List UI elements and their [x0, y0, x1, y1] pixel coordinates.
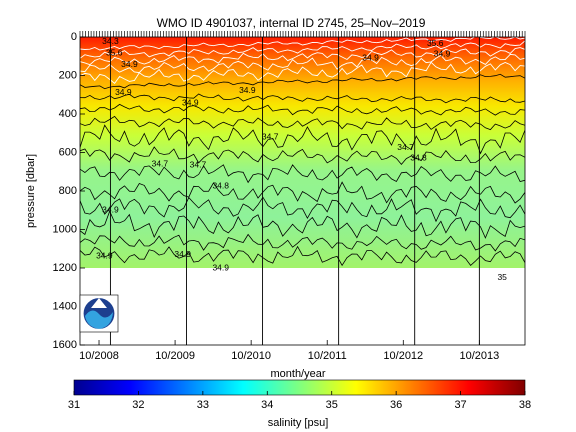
contour-label: 34.9 — [434, 49, 451, 59]
colorbar-tick-label: 31 — [68, 399, 80, 411]
contour-label: 34.9 — [174, 249, 191, 259]
contour-line — [80, 37, 525, 51]
contour-line — [80, 233, 525, 252]
colorbar-tick-label: 35 — [326, 399, 338, 411]
contour-line — [80, 146, 525, 166]
colorbar-tick-label: 36 — [390, 399, 402, 411]
contour-line — [80, 245, 525, 267]
salinity-heatmap — [80, 37, 525, 268]
contour-line — [80, 124, 525, 155]
contour-label: 34.7 — [397, 142, 414, 152]
x-axis: 10/2008 10/2009 10/2010 10/2011 10/2012 10/20… — [79, 31, 526, 362]
contour-label: 34.7 — [262, 131, 279, 141]
x-tick-label: 10/2009 — [155, 350, 195, 362]
contour-labels: 34.335.634.934.934.934.934.935.634.934.7… — [96, 36, 507, 282]
x-tick-label: 10/2008 — [79, 350, 119, 362]
contour-line — [80, 61, 525, 85]
profile-lines — [109, 37, 480, 345]
x-tick-label: 10/2012 — [383, 350, 423, 362]
y-tick-label: 0 — [71, 31, 77, 43]
contour-line — [80, 196, 525, 223]
contour-label: 34.9 — [182, 98, 199, 108]
y-tick-label: 1600 — [53, 339, 77, 351]
x-tick-label: 10/2013 — [459, 350, 499, 362]
y-tick-label: 1200 — [53, 262, 77, 274]
colorbar-tick-label: 34 — [261, 399, 273, 411]
contour-label: 34.8 — [212, 180, 229, 190]
contour-line — [80, 164, 525, 184]
colorbar-axis: 31 32 33 34 35 36 37 38 — [68, 391, 531, 411]
plot-area: 34.335.634.934.934.934.934.935.634.934.7… — [80, 36, 525, 345]
colorbar-tick-label: 33 — [197, 399, 209, 411]
contour-line — [80, 93, 525, 104]
contour-line — [80, 181, 525, 204]
colorbar-tick-label: 38 — [519, 399, 531, 411]
y-axis-label: pressure [dbar] — [25, 154, 37, 228]
y-tick-label: 1000 — [53, 223, 77, 235]
contour-label: 35.6 — [427, 38, 444, 48]
contour-label: 34.8 — [410, 153, 427, 163]
colorbar-label: salinity [psu] — [268, 417, 329, 429]
y-axis: 0 200 400 600 800 1000 1200 1400 1600 — [53, 31, 85, 351]
y-tick-label: 1400 — [53, 300, 77, 312]
contour-line — [80, 115, 525, 131]
colorbar-tick-label: 32 — [132, 399, 144, 411]
noaa-logo — [79, 294, 119, 333]
contour-label: 34.9 — [115, 87, 132, 97]
contour-lines — [80, 37, 525, 267]
contour-line — [80, 210, 525, 239]
contour-label: 34.9 — [239, 85, 256, 95]
x-axis-label: month/year — [270, 368, 325, 380]
x-tick-label: 10/2010 — [231, 350, 271, 362]
contour-label: 34.9 — [121, 59, 138, 69]
contour-label: 35.6 — [106, 48, 123, 58]
contour-line — [80, 73, 525, 90]
colorbar-tick-label: 37 — [454, 399, 466, 411]
contour-label: 34.7 — [152, 158, 169, 168]
contour-label: 34.9 — [96, 251, 113, 261]
contour-line — [80, 47, 525, 66]
contour-label: 35 — [497, 272, 507, 282]
y-tick-label: 600 — [59, 146, 77, 158]
contour-line — [80, 53, 525, 74]
contour-line — [80, 103, 525, 116]
chart-title: WMO ID 4901037, internal ID 2745, 25–Nov… — [157, 16, 426, 30]
y-tick-label: 400 — [59, 108, 77, 120]
x-tick-label: 10/2011 — [308, 350, 347, 362]
contour-label: 34.9 — [212, 262, 229, 272]
contour-label: 34.3 — [102, 36, 119, 46]
y-tick-label: 200 — [59, 69, 77, 81]
colorbar — [73, 379, 526, 396]
contour-label: 34.9 — [102, 205, 119, 215]
contour-line — [80, 40, 525, 59]
contour-label: 34.9 — [362, 52, 379, 62]
contour-label: 34.7 — [190, 159, 207, 169]
y-tick-label: 800 — [59, 185, 77, 197]
